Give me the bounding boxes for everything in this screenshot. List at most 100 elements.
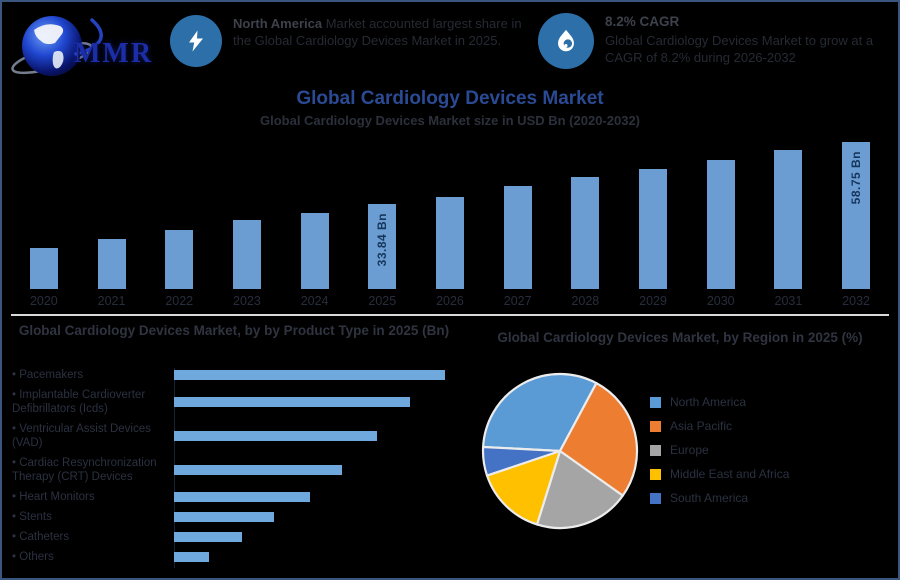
year-label: 2026: [436, 294, 464, 308]
year-bar: [29, 248, 58, 289]
legend-swatch: [650, 492, 661, 504]
year-label: 2023: [233, 294, 261, 308]
product-label: • Pacemakers: [12, 369, 84, 381]
annual-bar-chart: 2020 2021 2022 2023 2024 33.84 Bn 2025 2026 2027…: [10, 134, 890, 310]
legend-label: South America: [670, 491, 749, 505]
year-bar: [435, 196, 464, 289]
product-bar-chart: • Pacemakers • Implantable Cardioverter D…: [12, 368, 460, 570]
pie-slice-europe: [535, 449, 624, 530]
year-bar: [97, 238, 126, 289]
year-bar: [503, 186, 532, 289]
year-label: 2021: [97, 294, 126, 308]
callout-highlight: North America: [233, 16, 323, 31]
product-bar: [174, 492, 310, 503]
year-bar: [300, 213, 329, 289]
legend-item: Middle East and Africa: [650, 467, 789, 481]
product-label: • Others: [12, 551, 54, 564]
year-bar: [165, 229, 194, 289]
bar-data-label: 58.75 Bn: [849, 151, 864, 205]
pie-slice-north-america: [482, 372, 598, 453]
legend-label: Europe: [670, 443, 709, 457]
year-label: 2025: [368, 294, 397, 308]
pie-slice-asia-pacific: [558, 382, 639, 497]
product-label: • Cardiac Resynchronization Therapy (CRT…: [12, 457, 157, 484]
pie-svg: [481, 372, 639, 530]
year-label: 2027: [503, 294, 532, 308]
year-bar: [571, 177, 600, 289]
bar-column: 2028: [552, 134, 620, 310]
product-bar: [174, 397, 410, 408]
year-label: 2022: [165, 294, 194, 308]
bar-column: 2030: [687, 134, 755, 310]
callout-cagr: 8.2% CAGR Global Cardiology Devices Mark…: [538, 13, 890, 69]
year-label: 2031: [774, 294, 803, 308]
legend-label: Asia Pacific: [670, 419, 733, 433]
year-bar: [706, 159, 735, 289]
bar-column: 2024: [281, 134, 349, 310]
legend-item: North America: [650, 395, 789, 409]
product-row: • Others: [12, 550, 460, 564]
bar-column: 33.84 Bn 2025: [348, 134, 416, 310]
legend-item: South America: [650, 491, 789, 505]
bar-column: 2026: [416, 134, 484, 310]
globe-icon: [11, 16, 103, 76]
year-label: 2028: [571, 294, 600, 308]
product-label: • Implantable Cardioverter Defibrillator…: [12, 389, 146, 416]
product-bar: [174, 431, 377, 442]
product-bar: [174, 552, 209, 563]
product-row: • Implantable Cardioverter Defibrillator…: [12, 388, 460, 416]
product-label: • Heart Monitors: [12, 491, 95, 504]
legend-label: North America: [670, 395, 747, 409]
product-bar: [174, 512, 274, 523]
product-row: • Ventricular Assist Devices (VAD): [12, 422, 460, 450]
product-row: • Heart Monitors: [12, 490, 460, 504]
lightning-icon: [170, 15, 222, 67]
page-title: Global Cardiology Devices Market: [296, 88, 604, 109]
product-row: • Cardiac Resynchronization Therapy (CRT…: [12, 456, 460, 484]
bar-column: 2021: [78, 134, 146, 310]
product-chart-title: Global Cardiology Devices Market, by by …: [18, 323, 450, 338]
year-label: 2024: [300, 294, 329, 308]
legend-swatch: [650, 444, 661, 456]
year-bar: 58.75 Bn: [842, 142, 871, 289]
flame-icon: [538, 13, 594, 69]
legend-swatch: [650, 420, 661, 432]
region-legend: North America Asia Pacific Europe Middle Ea…: [650, 395, 789, 515]
bar-column: 58.75 Bn 2032: [822, 134, 890, 310]
year-label: 2020: [29, 294, 58, 308]
bar-column: 2031: [755, 134, 823, 310]
product-row: • Pacemakers: [12, 368, 460, 382]
product-bar: [174, 370, 445, 380]
bar-data-label: 33.84 Bn: [375, 213, 390, 267]
logo-wordmark: MMR: [74, 38, 154, 69]
region-pie-chart: [479, 370, 641, 532]
cagr-body-text: Global Cardiology Devices Market to grow…: [605, 32, 874, 65]
section-divider: [11, 314, 889, 316]
callout-cagr-text: 8.2% CAGR Global Cardiology Devices Mark…: [605, 13, 890, 66]
bar-column: 2029: [619, 134, 687, 310]
bar-column: 2020: [10, 134, 78, 310]
mmr-logo: MMR: [11, 8, 162, 80]
legend-swatch: [650, 396, 661, 408]
legend-item: Europe: [650, 443, 789, 457]
product-label: • Stents: [12, 511, 52, 524]
year-label: 2029: [639, 294, 667, 308]
product-row: • Stents: [12, 510, 460, 524]
cagr-title: 8.2% CAGR: [605, 14, 680, 29]
callout-body-text: Market accounted largest share in the Gl…: [233, 16, 522, 49]
pie-slice-middle-east-and-africa: [485, 449, 562, 526]
callout-north-america: North America Market accounted largest s…: [170, 15, 522, 67]
year-label: 2030: [706, 294, 735, 308]
product-label: • Catheters: [12, 531, 70, 544]
bar-column: 2023: [213, 134, 281, 310]
product-row: • Catheters: [12, 530, 460, 544]
bar-column: 2022: [145, 134, 213, 310]
year-bar: 33.84 Bn: [368, 204, 397, 289]
year-bar: [232, 220, 261, 289]
product-bar: [174, 532, 242, 543]
product-label: • Ventricular Assist Devices (VAD): [12, 423, 151, 450]
legend-swatch: [650, 468, 661, 480]
year-bar: [639, 168, 668, 289]
bar-column: 2027: [484, 134, 552, 310]
